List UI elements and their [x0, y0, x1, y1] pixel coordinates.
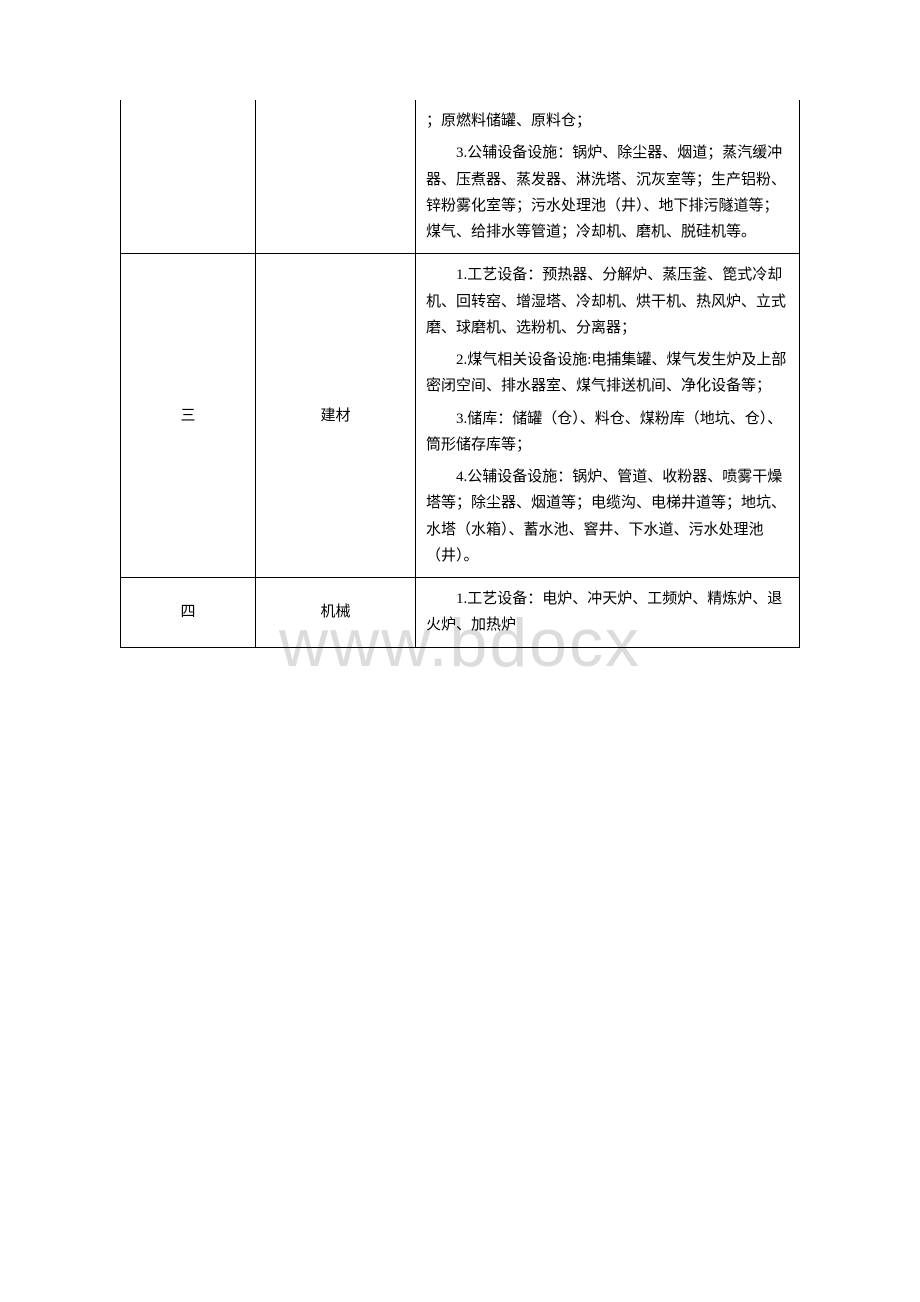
desc-paragraph: 3.公辅设备设施：锅炉、除尘器、烟道；蒸汽缓冲器、压煮器、蒸发器、淋洗塔、沉灰室… [426, 140, 789, 245]
row-category-cell: 机械 [256, 578, 416, 648]
desc-paragraph: 3.储库：储罐（仓）、料仓、煤粉库（地坑、仓）、筒形储存库等； [426, 406, 789, 459]
row-number-cell: 四 [121, 578, 256, 648]
desc-paragraph: 2.煤气相关设备设施:电捕集罐、煤气发生炉及上部密闭空间、排水器室、煤气排送机间… [426, 347, 789, 400]
table-row: 四 机械 1.工艺设备：电炉、冲天炉、工频炉、精炼炉、退火炉、加热炉 [121, 578, 800, 648]
row-description-cell: ；原燃料储罐、原料仓； 3.公辅设备设施：锅炉、除尘器、烟道；蒸汽缓冲器、压煮器… [416, 100, 800, 254]
desc-paragraph: 1.工艺设备：预热器、分解炉、蒸压釜、箆式冷却机、回转窑、增湿塔、冷却机、烘干机… [426, 262, 789, 341]
row-number-cell: 三 [121, 254, 256, 578]
row-description-cell: 1.工艺设备：电炉、冲天炉、工频炉、精炼炉、退火炉、加热炉 [416, 578, 800, 648]
desc-paragraph: ；原燃料储罐、原料仓； [426, 108, 789, 134]
row-description-cell: 1.工艺设备：预热器、分解炉、蒸压釜、箆式冷却机、回转窑、增湿塔、冷却机、烘干机… [416, 254, 800, 578]
desc-paragraph: 1.工艺设备：电炉、冲天炉、工频炉、精炼炉、退火炉、加热炉 [426, 586, 789, 639]
row-category-cell [256, 100, 416, 254]
row-number-cell [121, 100, 256, 254]
content-table: ；原燃料储罐、原料仓； 3.公辅设备设施：锅炉、除尘器、烟道；蒸汽缓冲器、压煮器… [120, 100, 800, 648]
row-category-cell: 建材 [256, 254, 416, 578]
table-row: 三 建材 1.工艺设备：预热器、分解炉、蒸压釜、箆式冷却机、回转窑、增湿塔、冷却… [121, 254, 800, 578]
desc-paragraph: 4.公辅设备设施：锅炉、管道、收粉器、喷雾干燥塔等；除尘器、烟道等；电缆沟、电梯… [426, 464, 789, 569]
table-row: ；原燃料储罐、原料仓； 3.公辅设备设施：锅炉、除尘器、烟道；蒸汽缓冲器、压煮器… [121, 100, 800, 254]
